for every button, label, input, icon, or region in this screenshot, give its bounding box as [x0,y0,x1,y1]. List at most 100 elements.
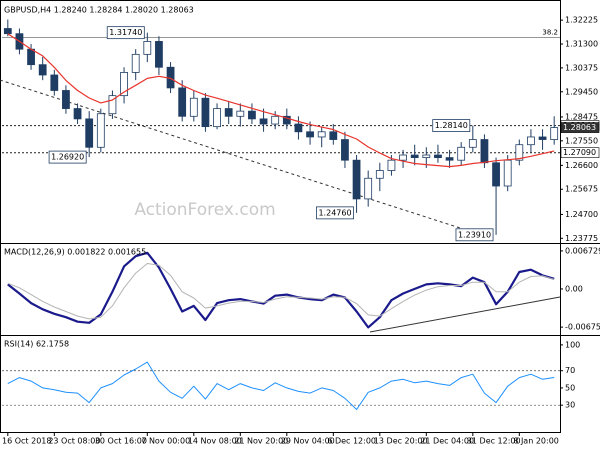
candle-body [271,115,280,125]
swing-label: 1.26920 [51,153,84,162]
swing-label: 1.31740 [109,28,142,37]
panel-title: RSI(14) 62.1758 [4,340,69,349]
candle-body [38,64,47,76]
candle-body [527,136,535,146]
candle-body [3,28,12,35]
candle-body [248,110,256,120]
line-series [7,33,555,168]
candle-body [538,136,547,140]
candle-body [213,108,221,128]
y-tick-label: 1.28475 [565,112,598,121]
price-tag: 1.28063 [563,123,596,132]
x-tick-label: 21 Dec 04:00 [420,437,474,446]
y-tick-label: 0.006729 [565,246,600,255]
candle-body [96,113,105,148]
x-tick-label: 21 Nov 20:00 [234,437,288,446]
swing-label-box [48,150,87,164]
candle-body [492,162,500,187]
swing-label-box [316,206,354,220]
x-tick-label: 14 Nov 08:00 [188,437,242,446]
y-tick-label: 1.25675 [565,185,598,194]
frame [0,0,561,433]
candle-body [108,95,117,115]
swing-label: 1.24760 [318,208,351,217]
y-tick-label: 1.30375 [565,63,598,72]
x-tick-label: 16 Oct 2018 [2,437,51,446]
macd-trend-line [369,296,561,333]
candle-body [445,157,454,161]
y-tick-label: 1.26600 [565,161,598,170]
candle-body [294,123,303,133]
candle-body [399,154,407,161]
watermark: ActionForex.com [134,200,275,220]
candle-body [155,41,163,68]
price-tag-box [560,147,600,159]
candle-body [341,139,349,161]
candle-body [143,41,152,55]
trend-line [0,79,486,237]
candle-body [387,159,396,171]
candle-body [306,131,314,138]
y-tick-label: 0.00 [565,284,583,293]
candle-body [85,118,94,148]
x-tick-label: 7 Nov 00:00 [141,437,190,446]
candle-body [480,139,489,164]
candle-body [62,90,70,109]
candle-body [236,110,245,117]
candle-body [410,154,419,159]
y-tick-label: 100 [565,340,580,349]
price-tag: 1.27090 [563,148,596,157]
swing-label: 1.28140 [435,121,468,130]
candle-body [422,154,431,159]
y-tick-label: 1.24700 [565,210,598,219]
candle-body [375,170,384,179]
candle-body [468,139,477,148]
y-tick-label: 1.23775 [565,234,598,243]
candle-body [515,144,524,161]
panel-title: GBPUSD,H4 1.28240 1.28284 1.28020 1.2806… [4,6,194,15]
y-tick-label: 1.32225 [565,16,598,25]
candle-body [503,159,512,187]
candle-body [120,72,128,97]
candle-body [201,97,210,128]
line-series [7,251,555,329]
panel-title: MACD(12,26,9) 0.001822 0.001655 [4,248,146,257]
candle-body [457,146,466,161]
candle-body [259,118,268,125]
y-tick-label: 1.27550 [565,136,598,145]
swing-label-box [455,228,494,242]
x-tick-label: 31 Dec 12:00 [467,437,521,446]
candle-body [189,97,198,117]
candle-body [131,53,140,73]
x-tick-label: 8 Jan 20:00 [513,437,559,446]
y-tick-label: -0.006758 [565,323,600,332]
candle-body [364,177,373,200]
y-tick-label: 1.31300 [565,40,598,49]
x-tick-label: 6 Dec 12:00 [327,437,376,446]
candle-body [329,131,338,140]
swing-label-box [106,26,145,40]
y-tick-label: 70 [565,366,575,375]
price-tag-box [560,122,600,133]
candle-body [317,131,326,138]
y-tick-label: 30 [565,401,575,410]
line-series [7,263,555,320]
candle-body [352,159,361,200]
candle-body [50,74,59,91]
candle-body [282,115,291,125]
swing-label: 1.23910 [458,230,491,239]
candle-body [73,108,82,120]
fib-label: 38.2 [542,29,558,37]
candle-body [550,127,559,140]
x-tick-label: 29 Nov 04:00 [281,437,335,446]
line-series [7,361,555,410]
candle-body [434,154,442,159]
y-tick-label: 1.29450 [565,87,598,96]
swing-label-box [432,119,471,132]
x-tick-label: 30 Oct 16:00 [95,437,147,446]
x-tick-label: 13 Dec 20:00 [374,437,428,446]
y-tick-label: 50 [565,383,575,392]
candle-body [224,108,233,117]
